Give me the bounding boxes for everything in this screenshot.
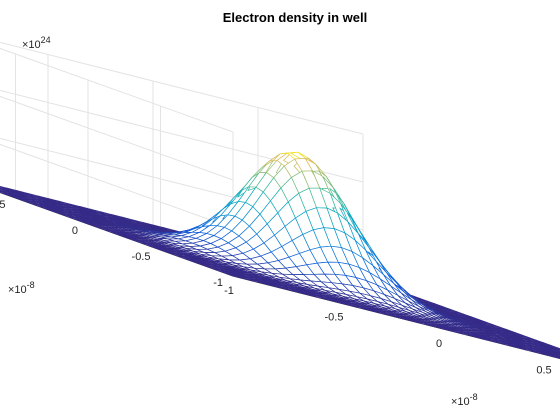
grid-line xyxy=(0,143,234,229)
x-tick-label: -0.5 xyxy=(325,312,344,324)
mesh-cell xyxy=(551,355,560,359)
grid-line xyxy=(0,95,234,181)
x-tick-label: 0.5 xyxy=(536,365,551,377)
surface-mesh xyxy=(0,151,560,359)
grid-line xyxy=(0,41,364,135)
mesh-cell xyxy=(550,352,560,357)
mesh-cell xyxy=(557,355,560,357)
mesh-cell xyxy=(555,347,560,351)
mesh-cell xyxy=(552,347,560,352)
y-tick-label: 0 xyxy=(72,225,78,237)
y-tick-label: 0.5 xyxy=(0,199,6,211)
mesh-cell xyxy=(556,350,560,353)
y-exponent-label: ×10-8 xyxy=(8,280,35,296)
x-exponent-label: ×10-8 xyxy=(451,392,478,408)
y-tick-label: -1 xyxy=(213,277,223,289)
x-tick-label: 0 xyxy=(436,338,442,350)
mesh-cell xyxy=(553,352,560,356)
mesh-cell xyxy=(556,352,560,355)
y-tick-label: -0.5 xyxy=(132,251,151,263)
chart-title: Electron density in well xyxy=(223,10,367,25)
z-exponent-label: ×1024 xyxy=(22,35,51,51)
mesh-cell xyxy=(554,355,560,358)
x-tick-label: -1 xyxy=(224,285,234,297)
axes-labels: -1-0.500.51-1-0.500.510123×1024×10-8×10-… xyxy=(0,35,552,408)
grid-line xyxy=(0,47,234,133)
mesh-cell xyxy=(552,350,560,354)
